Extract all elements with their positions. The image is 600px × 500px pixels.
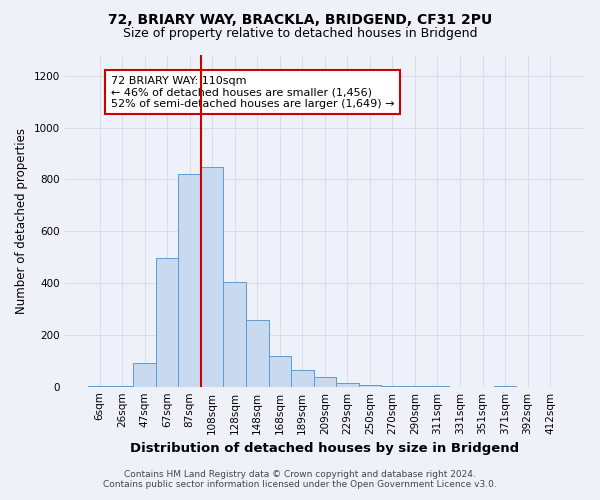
Bar [178, 174, 201, 386]
Bar [336, 383, 359, 386]
Bar [246, 320, 269, 386]
Bar [133, 363, 156, 386]
Bar [314, 377, 336, 386]
Bar [201, 167, 223, 386]
Text: Size of property relative to detached houses in Bridgend: Size of property relative to detached ho… [123, 28, 477, 40]
Bar [223, 282, 246, 387]
Bar [291, 370, 314, 386]
Bar [269, 356, 291, 386]
Bar [156, 258, 178, 386]
X-axis label: Distribution of detached houses by size in Bridgend: Distribution of detached houses by size … [130, 442, 520, 455]
Text: Contains HM Land Registry data © Crown copyright and database right 2024.
Contai: Contains HM Land Registry data © Crown c… [103, 470, 497, 489]
Y-axis label: Number of detached properties: Number of detached properties [15, 128, 28, 314]
Text: 72 BRIARY WAY: 110sqm
← 46% of detached houses are smaller (1,456)
52% of semi-d: 72 BRIARY WAY: 110sqm ← 46% of detached … [111, 76, 394, 109]
Text: 72, BRIARY WAY, BRACKLA, BRIDGEND, CF31 2PU: 72, BRIARY WAY, BRACKLA, BRIDGEND, CF31 … [108, 12, 492, 26]
Bar [359, 384, 381, 386]
